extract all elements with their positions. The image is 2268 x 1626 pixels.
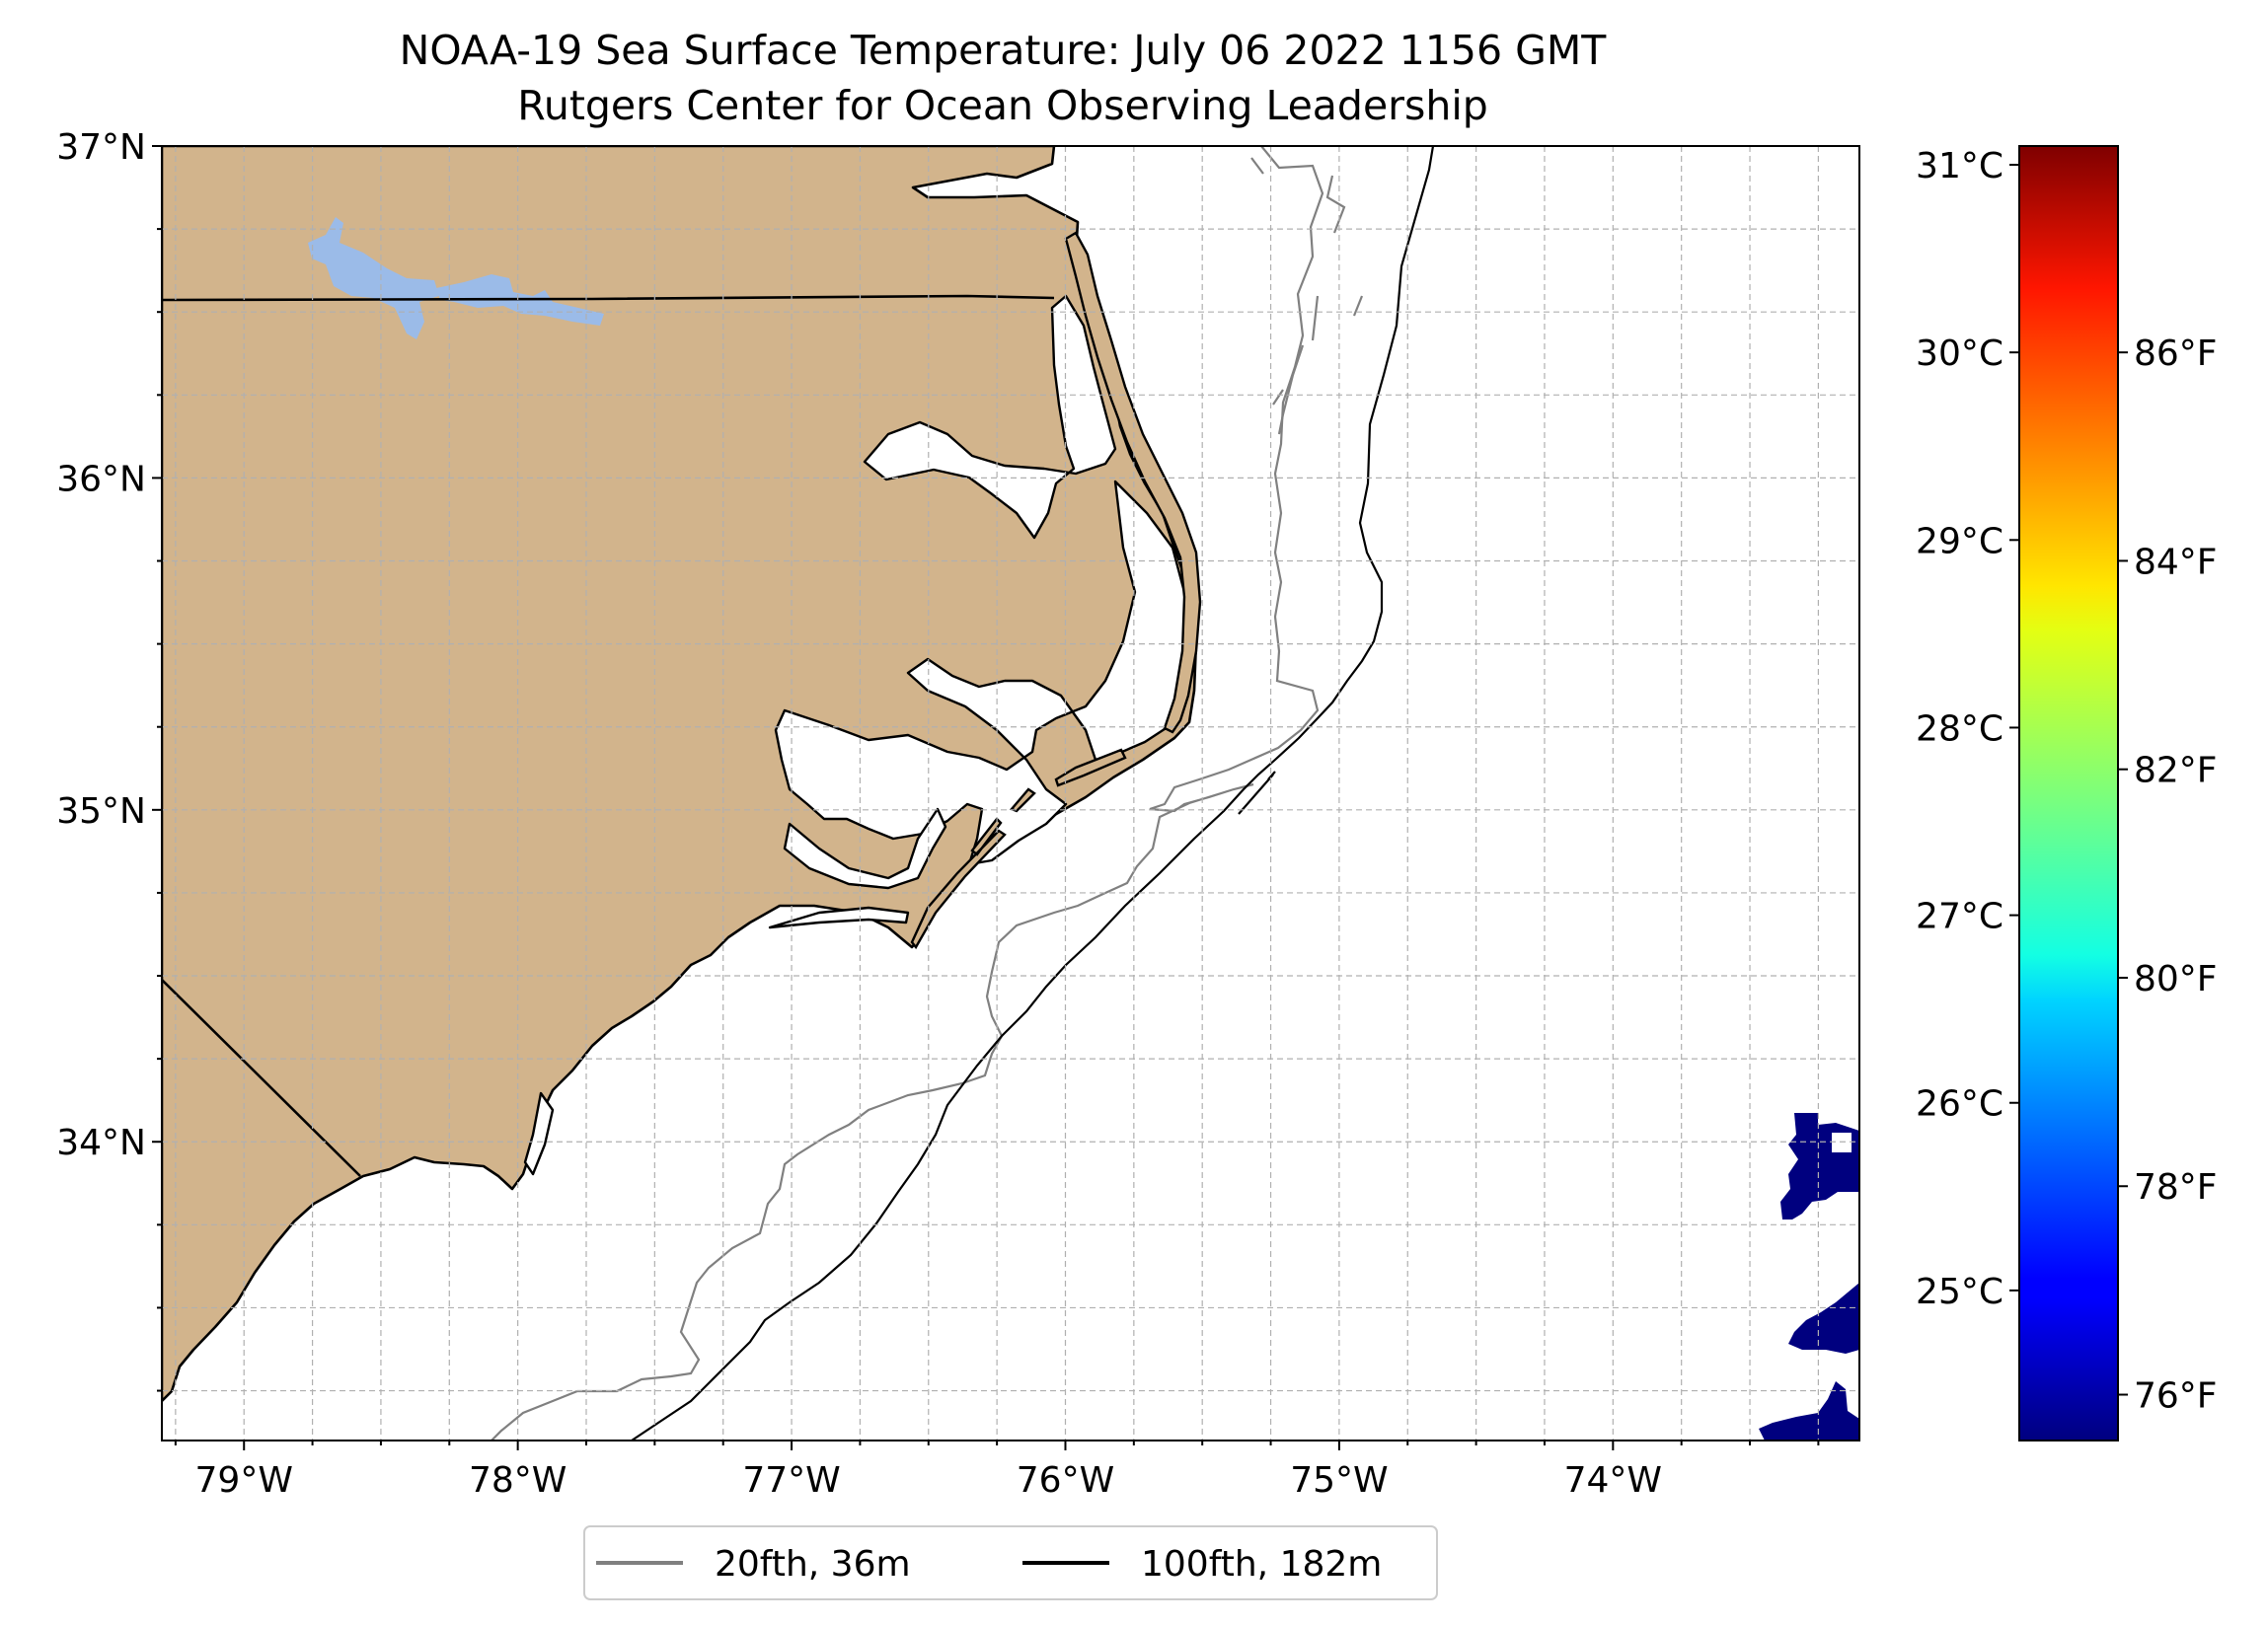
fahrenheit-tick-label: 82°F (2134, 751, 2218, 791)
fahrenheit-tick-label: 86°F (2134, 333, 2218, 374)
cape-fear-river (523, 1091, 555, 1176)
lon-tick-label: 79°W (195, 1460, 293, 1501)
lon-tick-label: 78°W (469, 1460, 567, 1501)
map-subtitle: Rutgers Center for Ocean Observing Leade… (517, 82, 1488, 129)
sst-patch-middle (1788, 1283, 1859, 1354)
map-frame (161, 145, 1860, 1441)
outer-banks-north (1064, 231, 1202, 734)
sounds (523, 294, 1191, 1176)
pamlico-sound (774, 480, 1191, 866)
lat-tick-label: 36°N (56, 459, 146, 499)
legend-label-100fth: 100fth, 182m (1141, 1544, 1382, 1585)
kerr-lake (308, 217, 439, 339)
map-panel: 79°W 78°W 77°W 76°W 75°W 74°W 37°N 36°N 35°N 34°N (56, 127, 1860, 1501)
celsius-tick-label: 28°C (1916, 708, 2003, 749)
bogue-sound (768, 906, 910, 929)
lat-tick-label: 35°N (56, 791, 146, 832)
nc-sc-state-line (162, 979, 361, 1177)
fahrenheit-tick-label: 78°F (2134, 1167, 2218, 1208)
lat-tick-label: 34°N (56, 1123, 146, 1163)
lon-tick-label: 75°W (1290, 1460, 1388, 1501)
isobath-20fth-main (491, 146, 1324, 1441)
fahrenheit-tick-label: 80°F (2134, 959, 2218, 999)
celsius-tick-label: 27°C (1916, 897, 2003, 937)
legend-box (583, 1525, 1438, 1600)
fahrenheit-tick-label: 84°F (2134, 542, 2218, 582)
celsius-tick-label: 26°C (1916, 1084, 2003, 1125)
colorbar: 31°C 30°C 29°C 28°C 27°C 26°C 25°C 86°F 84°F 82°F… (1916, 145, 2218, 1441)
lat-tick-label: 37°N (56, 127, 146, 168)
legend-label-20fth: 20fth, 36m (715, 1544, 911, 1585)
map-gridlines (162, 146, 1859, 1441)
isobath-20fth (491, 146, 1364, 1441)
colorbar-gradient (2019, 146, 2118, 1441)
lon-tick-label: 74°W (1564, 1460, 1662, 1501)
map-axis-ticks: 79°W 78°W 77°W 76°W 75°W 74°W 37°N 36°N 35°N 34°N (56, 127, 1820, 1501)
celsius-tick-label: 30°C (1916, 333, 2003, 374)
celsius-tick-label: 25°C (1916, 1272, 2003, 1312)
barrier-islands (910, 231, 1202, 950)
celsius-tick-label: 29°C (1916, 521, 2003, 561)
sst-cold-patches (1759, 1113, 1859, 1441)
legend: 20fth, 36m 100fth, 182m (583, 1525, 1438, 1600)
colorbar-frame (2018, 145, 2119, 1441)
isobath-100fth (631, 146, 1435, 1441)
neuse-river-estuary (783, 807, 947, 890)
sst-data-gap (1832, 1133, 1852, 1152)
va-nc-state-line (162, 294, 1055, 302)
ocracoke-core-banks (910, 787, 1036, 950)
outer-banks-south (1054, 748, 1127, 787)
fahrenheit-tick-label: 76°F (2134, 1376, 2218, 1417)
isobath-100fth-spur (1238, 771, 1276, 815)
lon-tick-label: 76°W (1017, 1460, 1114, 1501)
celsius-tick-label: 31°C (1916, 146, 2003, 186)
map-title: NOAA-19 Sea Surface Temperature: July 06… (400, 27, 1608, 74)
sst-patch-lower (1759, 1381, 1859, 1441)
lon-tick-label: 77°W (742, 1460, 840, 1501)
colorbar-ticks: 31°C 30°C 29°C 28°C 27°C 26°C 25°C 86°F 84°F 82°F… (1916, 146, 2217, 1417)
